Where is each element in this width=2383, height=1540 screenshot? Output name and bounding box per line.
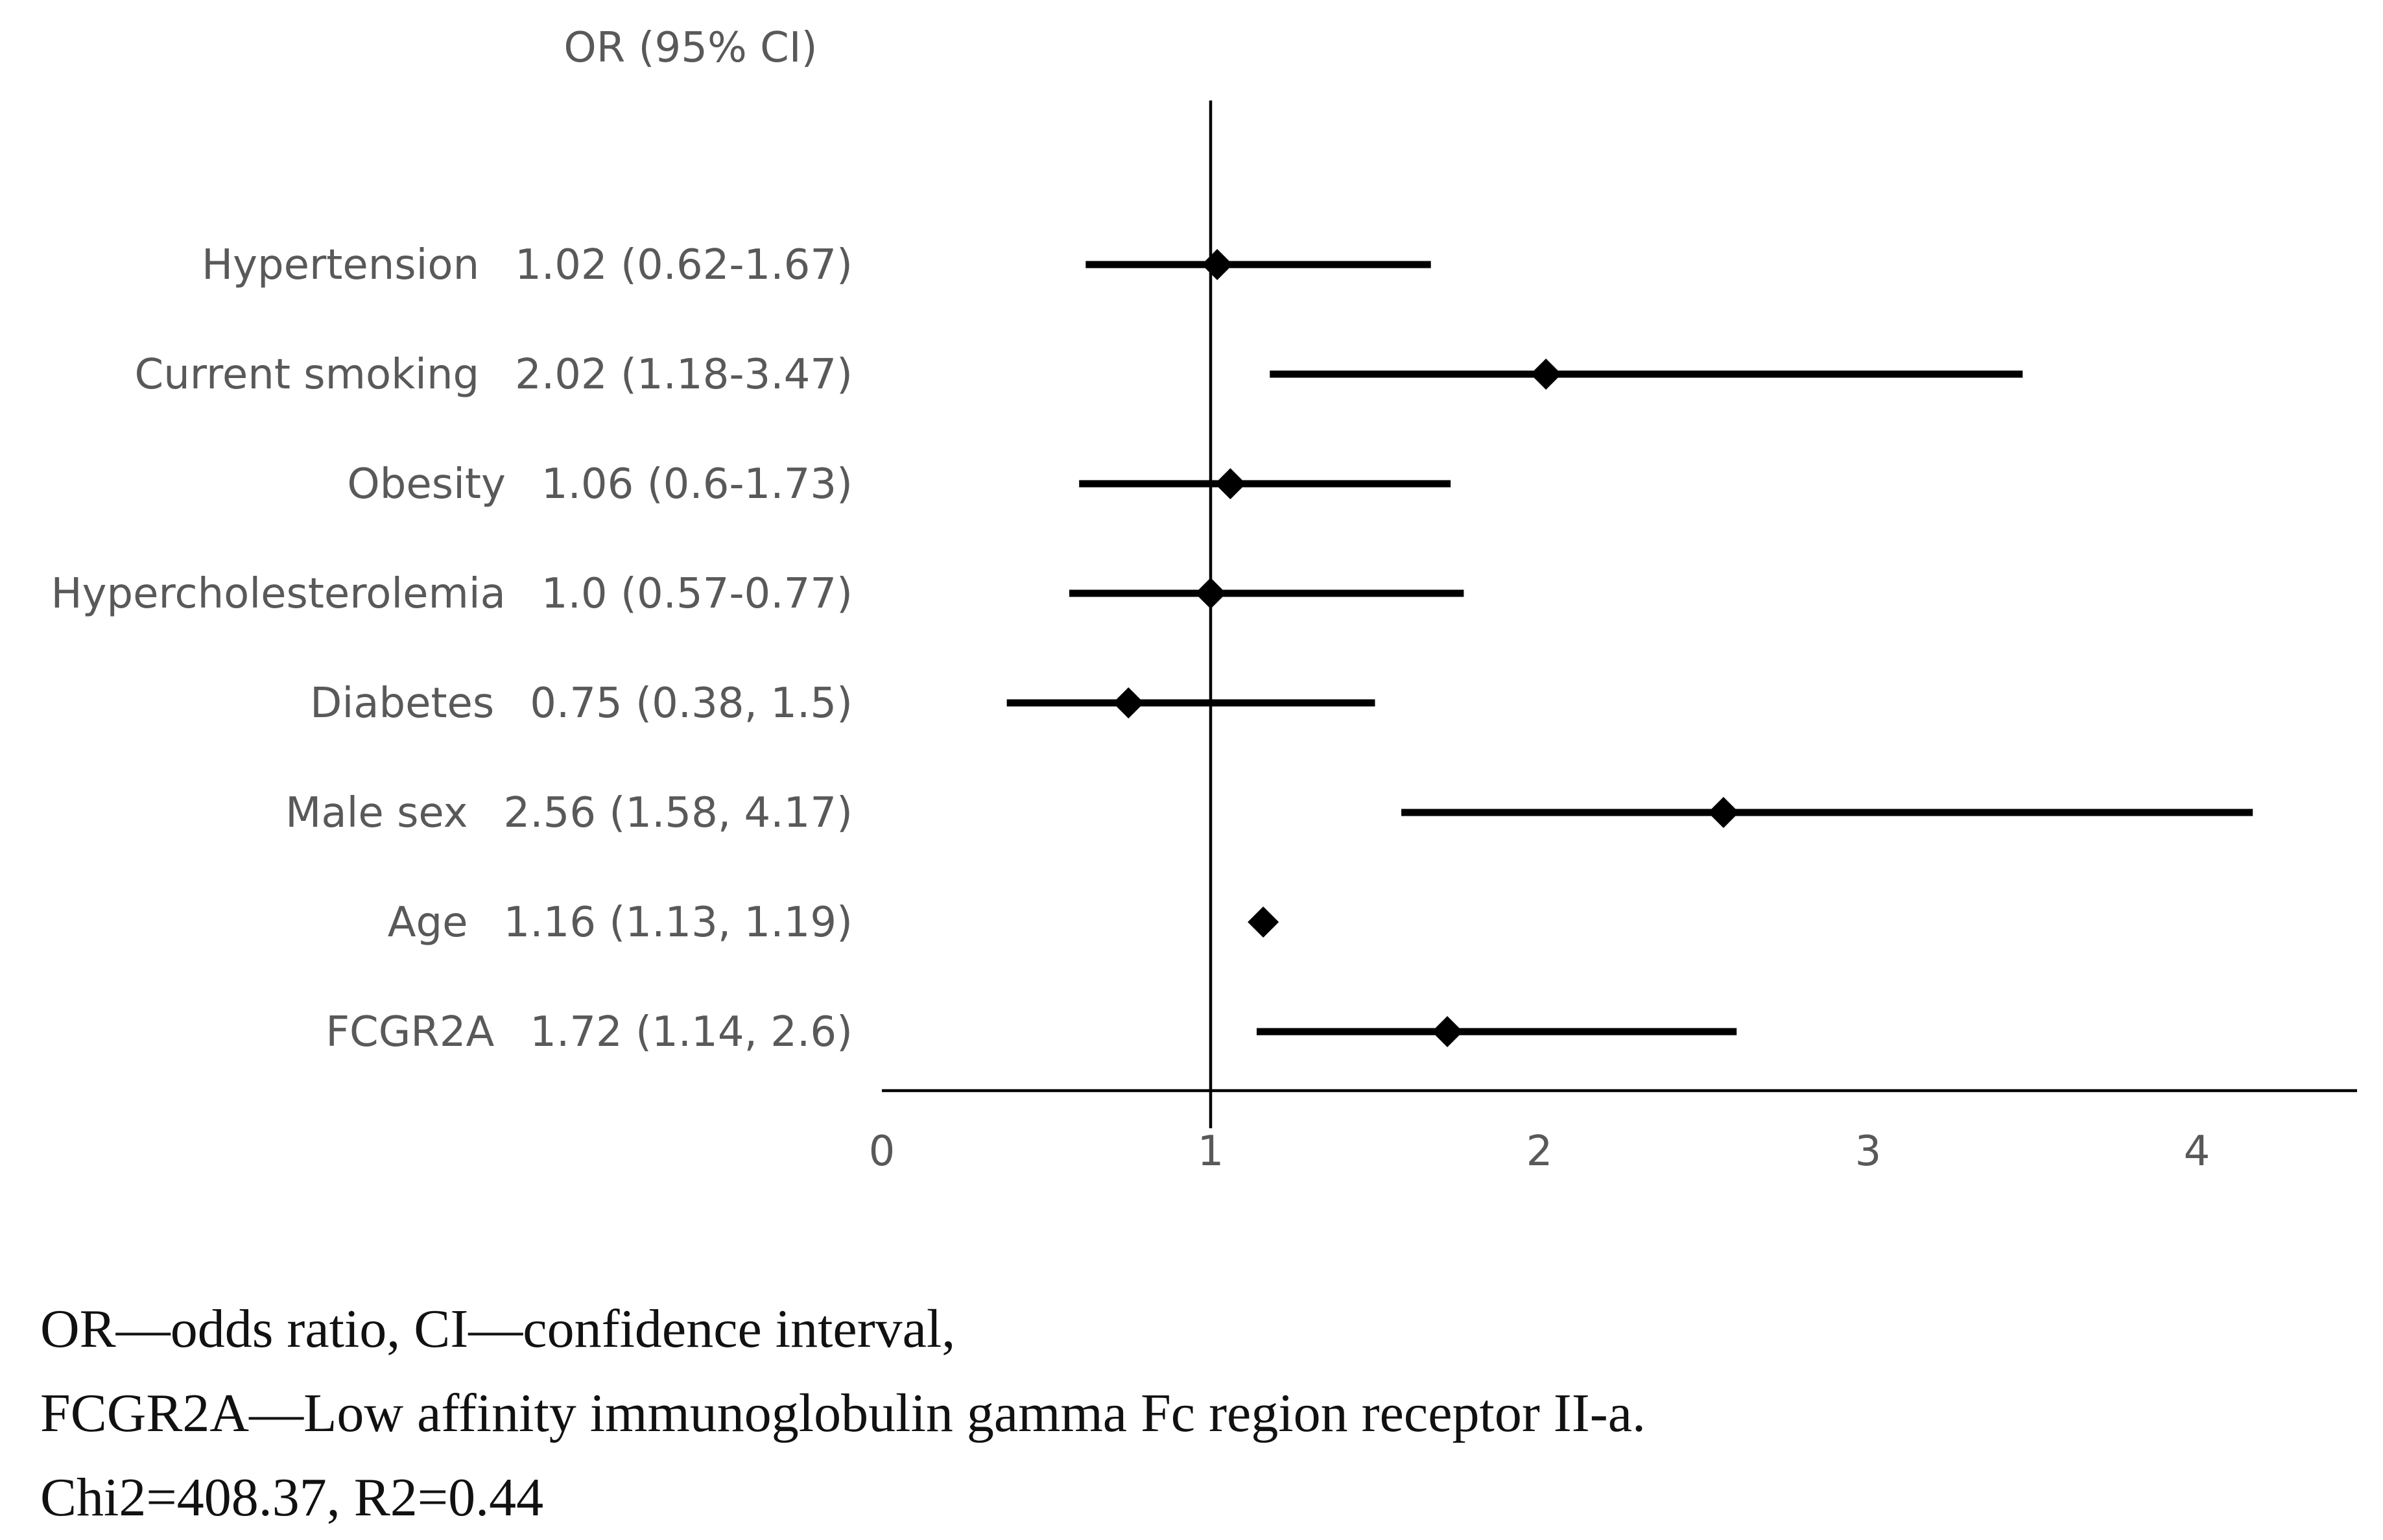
or-ci-header: OR (95% CI) (563, 24, 817, 72)
row-or-ci: 1.16 (1.13, 1.19) (504, 899, 853, 947)
row-label: Current smoking 2.02 (1.18-3.47) (135, 351, 853, 399)
x-tick-label: 0 (869, 1128, 895, 1176)
row-or-ci: 2.56 (1.58, 4.17) (504, 789, 853, 837)
row-or-ci: 0.75 (0.38, 1.5) (530, 680, 853, 728)
point-estimate (1113, 687, 1144, 718)
row-variable: Hypertension (202, 241, 479, 289)
x-tick-label: 1 (1198, 1128, 1224, 1176)
caption-line-3: Chi2=408.37, R2=0.44 (40, 1467, 544, 1528)
row-variable: Hypercholesterolemia (51, 570, 506, 618)
row-variable: Current smoking (135, 351, 480, 399)
row-variable: Age (388, 899, 468, 947)
point-estimate (1530, 359, 1562, 390)
row-label: Obesity 1.06 (0.6-1.73) (347, 460, 853, 508)
row-variable: Diabetes (310, 680, 494, 728)
row-label: Age 1.16 (1.13, 1.19) (388, 899, 853, 947)
point-estimate (1432, 1016, 1464, 1047)
x-tick-label: 3 (1855, 1128, 1882, 1176)
point-estimate (1248, 906, 1279, 938)
row-variable: FCGR2A (326, 1008, 494, 1056)
row-variable: Obesity (347, 460, 505, 508)
x-tick-label: 2 (1526, 1128, 1553, 1176)
row-label: Male sex 2.56 (1.58, 4.17) (285, 789, 853, 837)
x-tick-labels: 0 1 2 3 4 (869, 1128, 2211, 1176)
row-label: Diabetes 0.75 (0.38, 1.5) (310, 680, 853, 728)
caption-line-2: FCGR2A—Low affinity immunoglobulin gamma… (40, 1383, 1646, 1443)
point-estimate (1707, 797, 1739, 828)
row-variable: Male sex (285, 789, 468, 837)
forest-plot: OR (95% CI) Hypertension 1.02 (0.62-1.67)… (51, 24, 2357, 1176)
x-tick-label: 4 (2184, 1128, 2211, 1176)
row-or-ci: 1.72 (1.14, 2.6) (530, 1008, 853, 1056)
row-label: FCGR2A 1.72 (1.14, 2.6) (326, 1008, 853, 1056)
row-label: Hypercholesterolemia 1.0 (0.57-0.77) (51, 570, 853, 618)
row-or-ci: 2.02 (1.18-3.47) (515, 351, 853, 399)
forest-rows: Hypertension 1.02 (0.62-1.67) Current smok… (51, 241, 2253, 1056)
row-or-ci: 1.02 (0.62-1.67) (515, 241, 853, 289)
point-estimate (1202, 249, 1233, 280)
row-or-ci: 1.06 (0.6-1.73) (541, 460, 853, 508)
row-or-ci: 1.0 (0.57-0.77) (541, 570, 853, 618)
figure-caption: OR—odds ratio, CI—confidence interval, F… (40, 1287, 2342, 1540)
caption-line-1: OR—odds ratio, CI—confidence interval, (40, 1299, 956, 1359)
row-label: Hypertension 1.02 (0.62-1.67) (202, 241, 853, 289)
point-estimate (1215, 468, 1246, 499)
